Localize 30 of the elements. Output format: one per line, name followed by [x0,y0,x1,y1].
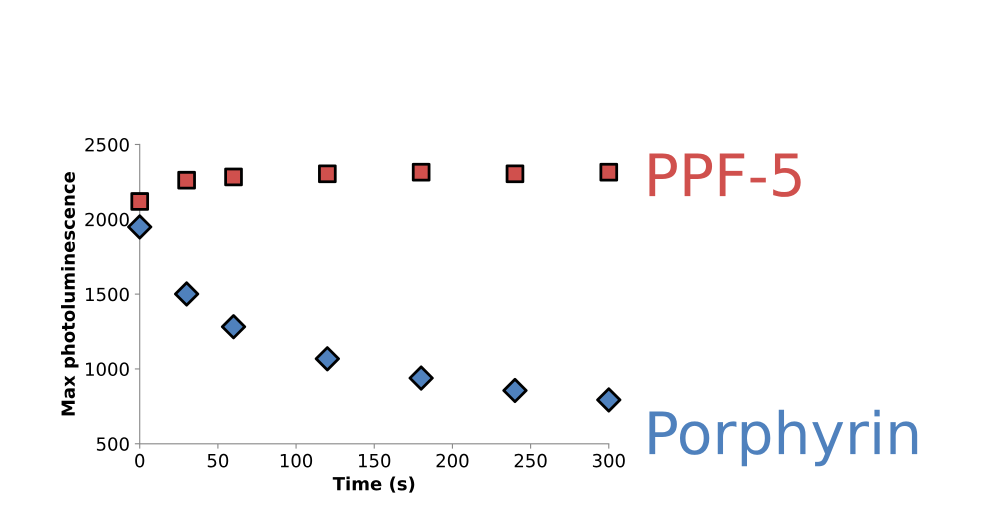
x-tick-label: 100 [280,454,312,468]
point [127,214,152,240]
point [408,365,434,391]
point [220,314,246,340]
point [599,162,618,182]
point [412,162,430,182]
point [174,281,200,307]
x-axis-title: Time (s) [332,476,414,493]
series-label: Porphyrin [649,410,918,466]
point [224,168,243,186]
y-axis-title: Max photoluminescence [61,172,78,416]
y-tick-label: 1000 [86,362,129,376]
point [177,170,196,190]
point [596,387,622,413]
y-tick-label: 2500 [85,138,129,152]
x-tick-label: 0 [135,454,144,468]
point [506,164,524,184]
x-tick-label: 250 [514,454,547,468]
point [502,378,528,404]
point [318,164,337,184]
y-tick-label: 1500 [86,288,129,302]
point [130,192,150,211]
x-tick-label: 150 [359,454,390,468]
y-tick-label: 500 [96,437,129,451]
x-tick-label: 50 [208,454,228,468]
y-tick-label: 2000 [85,212,129,226]
x-tick-label: 300 [592,454,625,468]
point [314,346,340,372]
x-tick-label: 200 [436,454,468,468]
series-label: PPF-5 [649,154,801,197]
